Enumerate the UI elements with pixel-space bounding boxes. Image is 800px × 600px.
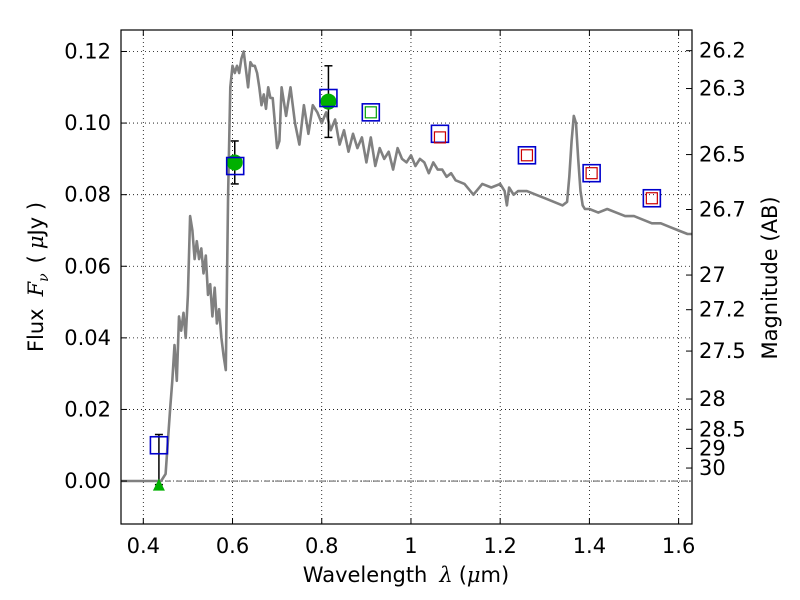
x-tick-label: 1 (404, 534, 417, 558)
y-tick-label: 0.12 (64, 39, 111, 63)
y-tick-label: 0.02 (64, 397, 111, 421)
band-flux-square (225, 156, 245, 176)
y-tick-label: 0.10 (64, 111, 111, 135)
magnitude-tick-label: 28.5 (699, 417, 746, 441)
x-ticks: 0.4 0.6 0.8 1 1.2 1.4 1.6 (127, 30, 695, 558)
y-axis-label: FluxFν(μJy ) (24, 202, 52, 352)
magnitude-tick-label: 27.2 (699, 298, 746, 322)
x-tick-label: 0.8 (305, 534, 338, 558)
x-tick-label: 0.6 (216, 534, 249, 558)
band-flux-square (642, 188, 662, 208)
x-tick-label: 1.2 (483, 534, 516, 558)
predicted-flux-square (585, 167, 598, 180)
magnitude-tick-label: 26.2 (699, 39, 746, 63)
sed-model-line (121, 50, 692, 483)
band-flux-square (319, 88, 338, 108)
magnitude-tick-label: 26.3 (699, 77, 746, 101)
observed-flux-point (320, 93, 337, 110)
band-flux-square (149, 435, 169, 455)
x-tick-label: 1.6 (662, 534, 695, 558)
magnitude-tick-label: 27 (699, 263, 726, 287)
magnitude-tick-label: 26.7 (699, 197, 746, 221)
magnitude-tick-label: 27.5 (699, 339, 746, 363)
plot-frame (120, 29, 693, 525)
predicted-flux-square (364, 106, 377, 119)
x-tick-label: 1.4 (573, 534, 606, 558)
y-tick-label: 0.04 (64, 326, 111, 350)
magnitude-tick-label: 28 (699, 387, 726, 411)
observed-flux-point (226, 154, 243, 171)
band-flux-square (582, 163, 601, 183)
magnitude-tick-label: 29 (699, 436, 726, 460)
band-flux-square (517, 145, 537, 165)
magnitude-tick-label: 30 (699, 456, 726, 480)
band-flux-square (361, 103, 381, 122)
predicted-flux-square (433, 131, 447, 144)
magnitude-tick-label: 26.5 (699, 143, 746, 167)
y-tick-label: 0.08 (64, 183, 111, 207)
plot-data-group (121, 50, 692, 491)
upper-limit-marker (152, 478, 165, 491)
predicted-flux-square (520, 149, 534, 162)
x-tick-label: 0.4 (127, 534, 160, 558)
magnitude-axis-label: Magnitude (AB) (758, 196, 782, 359)
predicted-flux-square (645, 192, 658, 205)
y-ticks: 0.00 0.02 0.04 0.06 0.08 0.10 0.12 (64, 39, 127, 493)
y-tick-label: 0.00 (64, 469, 111, 493)
x-axis-label: Wavelength λ (μm) (303, 563, 509, 587)
y-tick-label: 0.06 (64, 254, 111, 278)
